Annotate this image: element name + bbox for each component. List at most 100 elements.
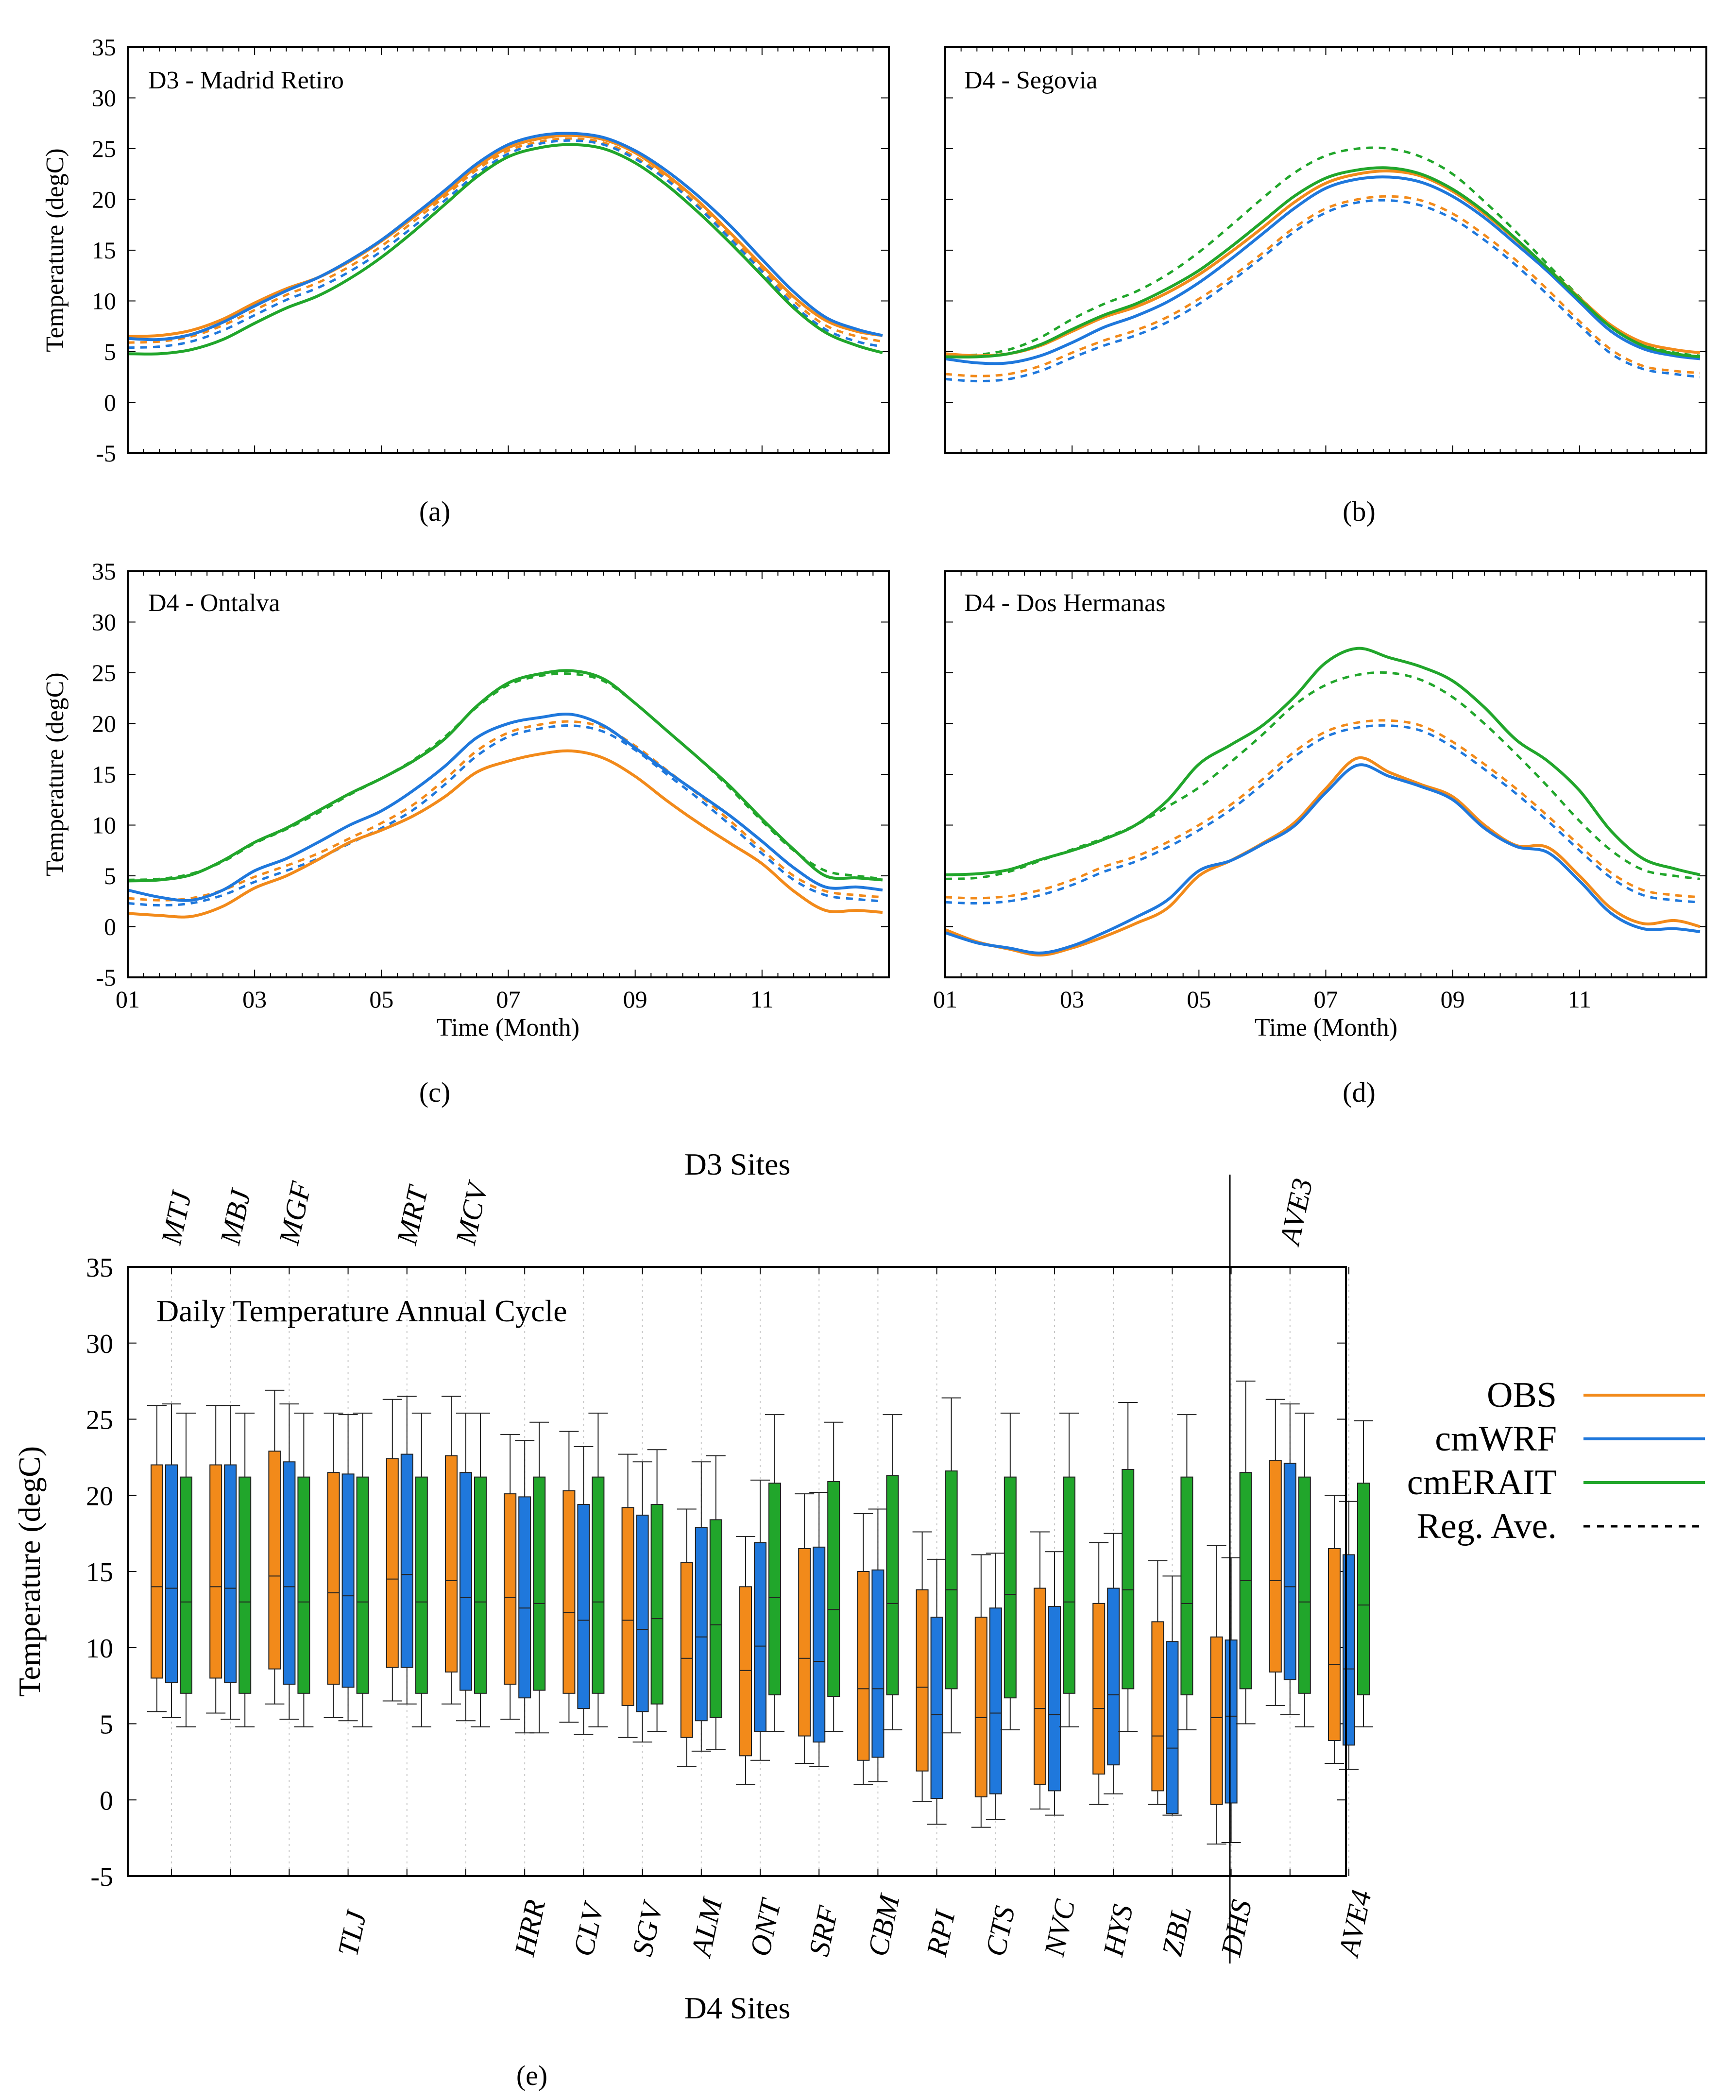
y-tick-label: 35: [92, 34, 116, 61]
panel-ontalva: D4 - Ontalva Temperature (degC) 35 30 25 20…: [41, 558, 890, 1108]
caption-e: (e): [516, 2060, 547, 2091]
caption-b: (b): [1343, 495, 1376, 527]
plot-frame: [127, 1266, 1347, 1877]
box-obs: [1269, 1460, 1282, 1673]
site-label-bottom: CLV: [567, 1898, 610, 1959]
panel-madrid-retiro: D3 - Madrid Retiro Temperature (degC) 35…: [41, 34, 890, 527]
box-cmwrf: [813, 1546, 826, 1743]
box-cmerait: [1063, 1476, 1075, 1694]
caption-a: (a): [419, 495, 450, 527]
y-tick-label: 20: [86, 1481, 113, 1511]
bottom-axis-label: D4 Sites: [684, 1991, 791, 2025]
box-obs: [1151, 1621, 1164, 1792]
box-obs: [562, 1490, 576, 1694]
site-label-top: MCV: [449, 1178, 494, 1248]
box-obs: [386, 1458, 399, 1668]
reg-ave-cmwrf-line: [127, 724, 883, 907]
series-cmerait-line: [945, 647, 1701, 876]
box-cmwrf: [636, 1515, 649, 1712]
y-tick-label: 0: [104, 389, 116, 416]
panel-title: D4 - Segovia: [964, 67, 1097, 94]
box-cmwrf: [1107, 1588, 1120, 1766]
y-tick-label: -5: [90, 1862, 113, 1892]
panel-dos-hermanas: D4 - Dos Hermanas 01 03 05 07 09 11 Time (Mon…: [933, 570, 1707, 1108]
plot-frame: [944, 570, 1707, 978]
panel-title: D3 - Madrid Retiro: [148, 67, 344, 94]
x-tick-label: 11: [750, 986, 774, 1013]
site-label-bottom: CBM: [862, 1891, 906, 1959]
y-tick-label: 15: [86, 1557, 113, 1588]
box-obs: [1034, 1588, 1046, 1785]
series-obs-line: [127, 134, 883, 338]
y-tick-label: 5: [100, 1710, 113, 1740]
site-label-bottom: SGV: [626, 1897, 669, 1959]
box-cmerait: [1180, 1476, 1193, 1695]
box-cmwrf: [989, 1607, 1002, 1794]
box-cmerait: [238, 1476, 252, 1694]
y-tick-label: 25: [86, 1405, 113, 1435]
box-cmwrf: [577, 1504, 590, 1709]
box-cmerait: [945, 1470, 958, 1690]
plot-frame: [944, 46, 1707, 454]
y-axis-label: Temperature (degC): [12, 1446, 47, 1697]
box-obs: [209, 1464, 222, 1679]
box-cmerait: [650, 1504, 664, 1705]
site-label-bottom: SRF: [802, 1903, 844, 1959]
site-label-bottom: ZBL: [1156, 1903, 1198, 1959]
y-tick-label: 25: [92, 659, 116, 686]
x-tick-label: 07: [496, 986, 521, 1013]
reg-ave-cmwrf-line: [945, 724, 1701, 905]
site-label-bottom: NVC: [1038, 1896, 1081, 1960]
box-cmerait: [180, 1476, 192, 1694]
series-obs-line: [944, 756, 1701, 957]
box-cmerait: [1122, 1468, 1135, 1690]
box-cmerait: [356, 1476, 369, 1694]
box-cmwrf: [1166, 1641, 1179, 1814]
reg-ave-cmwrf-line: [945, 199, 1701, 383]
box-cmerait: [768, 1483, 781, 1695]
series-cmerait-line: [127, 669, 883, 883]
reg-ave-cmerait-line: [945, 671, 1701, 880]
box-cmwrf: [283, 1461, 296, 1685]
boxplot-title: Daily Temperature Annual Cycle: [156, 1294, 567, 1328]
site-label-top: MTJ: [155, 1187, 198, 1248]
y-tick-label: 15: [92, 237, 116, 264]
box-cmwrf: [341, 1473, 355, 1688]
box-cmerait: [827, 1481, 840, 1697]
box-obs: [680, 1562, 693, 1738]
box-cmwrf: [518, 1496, 531, 1699]
reg-ave-cmwrf-line: [127, 139, 883, 349]
caption-c: (c): [419, 1076, 450, 1108]
x-tick-label: 07: [1314, 986, 1338, 1013]
box-obs: [916, 1589, 929, 1772]
site-label-bottom: DHS: [1215, 1897, 1258, 1960]
y-tick-label: 0: [100, 1786, 113, 1816]
y-tick-label: 35: [86, 1253, 113, 1283]
legend-label-reg-ave: Reg. Ave.: [1417, 1506, 1557, 1546]
y-tick-label: 30: [86, 1329, 113, 1359]
panel-segovia: D4 - Segovia (b): [944, 46, 1707, 527]
top-axis-label: D3 Sites: [684, 1147, 791, 1181]
box-cmerait: [592, 1476, 605, 1694]
site-label-top: MRT: [391, 1182, 434, 1248]
site-label-bottom: HRR: [508, 1897, 551, 1960]
box-obs: [1092, 1603, 1106, 1775]
site-label-bottom: HYS: [1097, 1902, 1139, 1960]
panel-boxplot: Daily Temperature Annual Cycle D3 Sites …: [12, 1147, 1378, 2091]
box-obs: [974, 1617, 987, 1797]
site-label-bottom: RPI: [920, 1907, 962, 1960]
box-cmerait: [709, 1519, 722, 1718]
box-cmerait: [1298, 1476, 1311, 1694]
box-cmerait: [533, 1476, 546, 1691]
box-obs: [621, 1507, 634, 1706]
x-tick-label: 03: [1060, 986, 1084, 1013]
reg-ave-obs-line: [127, 720, 883, 902]
y-tick-label: 10: [92, 812, 116, 839]
series-obs-line: [127, 749, 883, 919]
x-tick-label: 05: [1187, 986, 1211, 1013]
legend-label-obs: OBS: [1487, 1375, 1557, 1415]
x-axis-label: Time (Month): [1255, 1014, 1397, 1041]
box-obs: [1210, 1636, 1223, 1805]
box-cmwrf: [460, 1472, 472, 1691]
series-cmwrf-line: [127, 712, 883, 902]
